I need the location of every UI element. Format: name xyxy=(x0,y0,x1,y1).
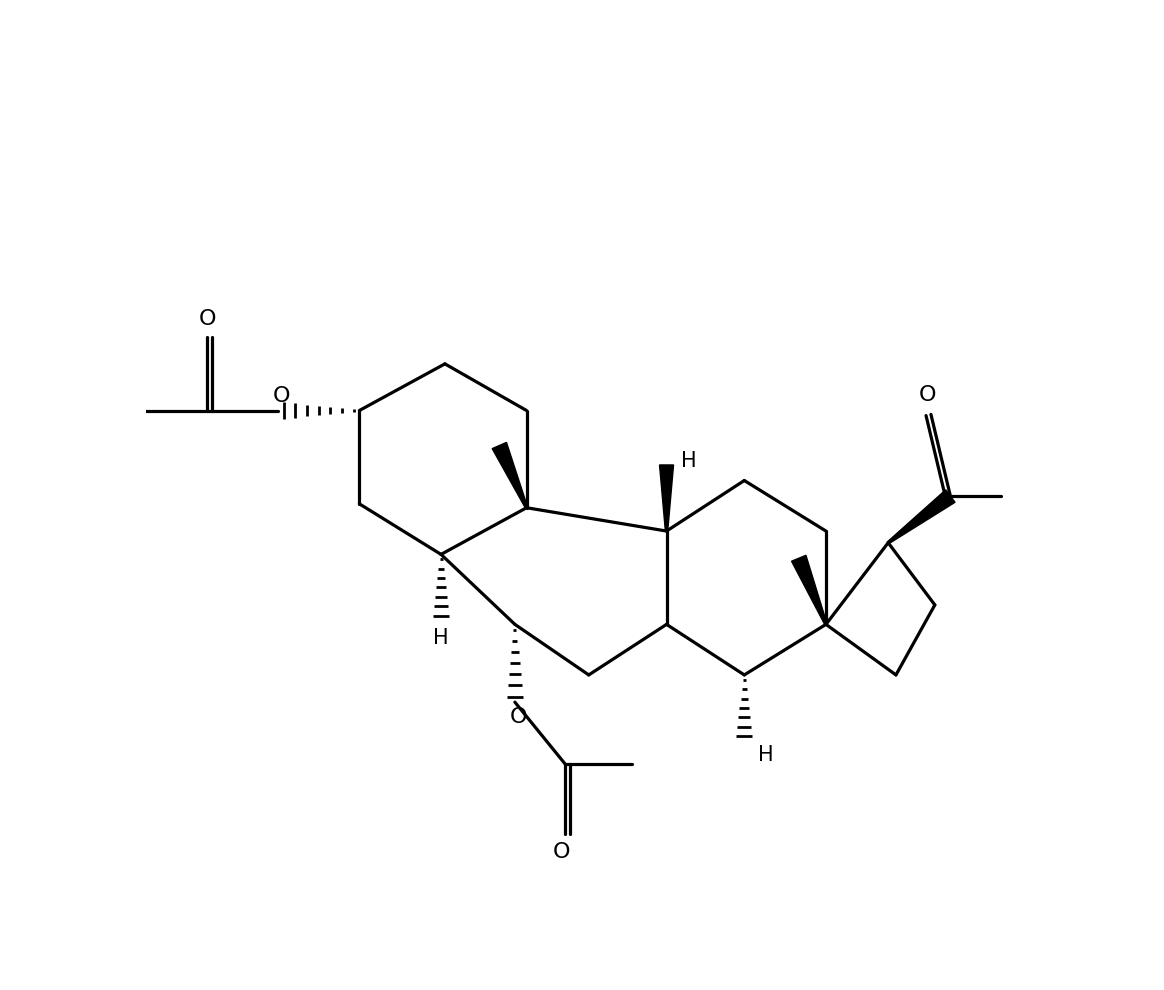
Text: O: O xyxy=(510,707,527,727)
Text: H: H xyxy=(433,629,449,648)
Text: H: H xyxy=(681,451,696,471)
Polygon shape xyxy=(887,490,954,544)
Text: H: H xyxy=(758,744,774,765)
Polygon shape xyxy=(660,465,674,531)
Text: O: O xyxy=(272,386,290,406)
Text: O: O xyxy=(199,309,217,329)
Polygon shape xyxy=(792,555,828,625)
Text: O: O xyxy=(553,842,570,862)
Polygon shape xyxy=(492,443,527,508)
Text: O: O xyxy=(918,385,936,405)
